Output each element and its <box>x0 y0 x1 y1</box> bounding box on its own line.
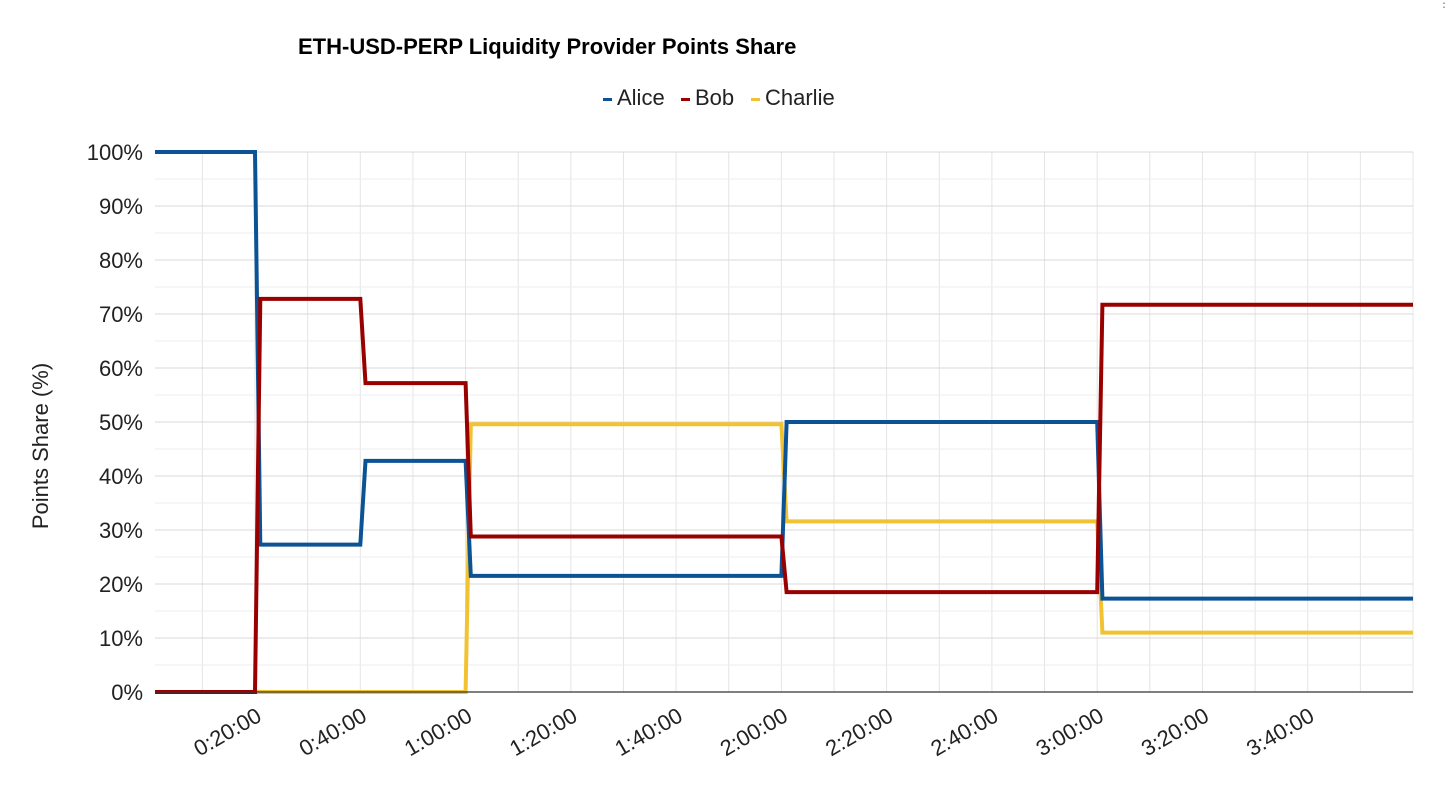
y-tick-label: 90% <box>99 194 143 219</box>
x-tick-label: 2:20:00 <box>821 703 897 761</box>
y-tick-label: 40% <box>99 464 143 489</box>
x-tick-label: 3:40:00 <box>1242 703 1318 761</box>
legend: Alice Bob Charlie <box>0 85 1450 115</box>
series-lines <box>155 150 1413 694</box>
chart-title: ETH-USD-PERP Liquidity Provider Points S… <box>298 34 797 59</box>
legend-item-bob[interactable]: Bob <box>681 85 734 111</box>
series-line-bob <box>155 296 1413 694</box>
y-tick-label: 80% <box>99 248 143 273</box>
x-tick-label: 0:40:00 <box>295 703 371 761</box>
legend-swatch <box>603 97 612 101</box>
y-tick-label: 100% <box>87 140 143 165</box>
y-tick-label: 0% <box>111 680 143 705</box>
x-tick-label: 1:00:00 <box>400 703 476 761</box>
y-axis-label: Points Share (%) <box>28 363 53 529</box>
x-tick-label: 2:00:00 <box>716 703 792 761</box>
legend-label: Alice <box>617 85 665 110</box>
x-tick-label: 3:20:00 <box>1137 703 1213 761</box>
legend-label: Charlie <box>765 85 835 110</box>
y-tick-label: 70% <box>99 302 143 327</box>
legend-label: Bob <box>695 85 735 110</box>
y-tick-label: 50% <box>99 410 143 435</box>
x-tick-label: 3:00:00 <box>1032 703 1108 761</box>
y-tick-label: 10% <box>99 626 143 651</box>
x-tick-label: 1:40:00 <box>611 703 687 761</box>
legend-swatch <box>751 97 760 101</box>
x-tick-label: 1:20:00 <box>505 703 581 761</box>
x-tick-label: 2:40:00 <box>926 703 1002 761</box>
y-tick-label: 30% <box>99 518 143 543</box>
y-tick-label: 20% <box>99 572 143 597</box>
x-tick-label: 0:20:00 <box>189 703 265 761</box>
legend-item-charlie[interactable]: Charlie <box>751 85 835 111</box>
grid-lines <box>155 151 1414 693</box>
legend-swatch <box>681 97 690 101</box>
y-tick-label: 60% <box>99 356 143 381</box>
series-line-alice <box>155 150 1413 601</box>
legend-item-alice[interactable]: Alice <box>603 85 665 111</box>
chart-menu-icon[interactable]: ⋮ <box>1438 0 1450 10</box>
